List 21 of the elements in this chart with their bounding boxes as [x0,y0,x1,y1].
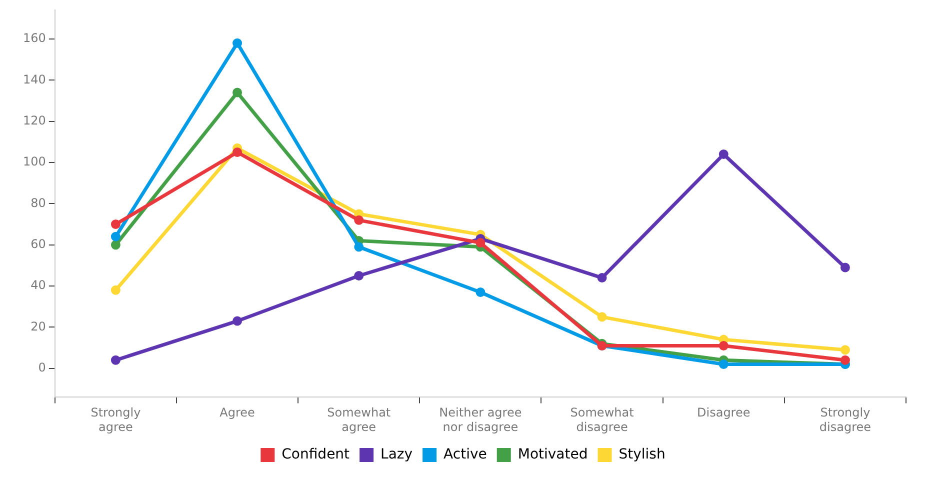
legend-label: Active [444,446,487,463]
y-tick-label: 0 [38,360,46,375]
y-tick-label: 100 [23,154,46,169]
y-tick-label: 160 [23,31,46,46]
y-tick-label: 60 [30,236,46,251]
y-tick-label: 120 [23,113,46,128]
x-tick-label: Neither agree nor disagree [439,406,522,434]
y-tick-label: 80 [30,196,46,210]
y-tick-label: 140 [23,72,46,86]
y-tick-label: 20 [30,319,46,334]
y-tick-label: 40 [30,278,46,292]
x-tick-label: Strongly disagree [819,406,872,434]
x-tick-label: Somewhat disagree [570,406,634,434]
legend-label: Stylish [618,446,666,463]
x-tick-label: Somewhat agree [327,406,391,434]
x-tick-label: Disagree [697,406,750,420]
x-tick-label: Agree [220,406,255,420]
legend-label: Motivated [518,446,588,463]
legend-label: Confident [282,446,350,463]
x-tick-label: Strongly agree [90,406,141,434]
legend-label: Lazy [380,446,413,463]
